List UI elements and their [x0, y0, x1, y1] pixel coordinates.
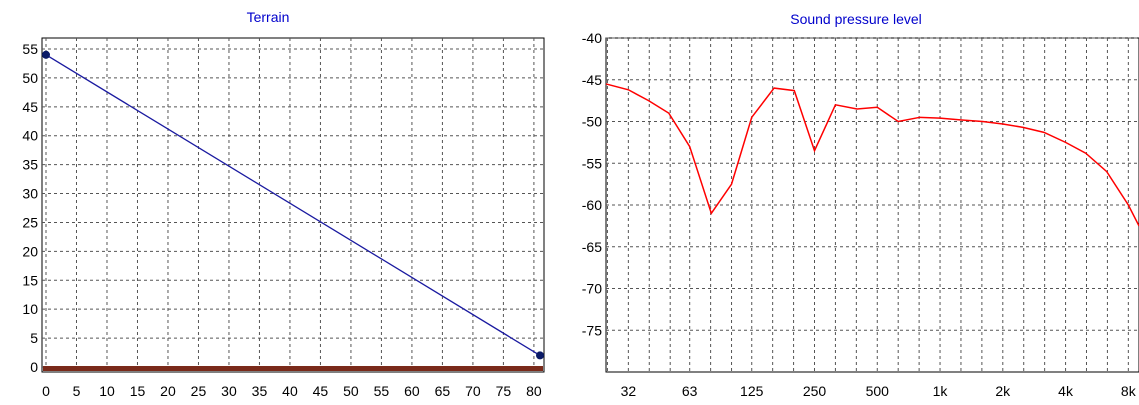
terrain-x-tick-label: 10	[99, 383, 115, 399]
terrain-x-tick-label: 45	[313, 383, 329, 399]
terrain-y-tick-label: 5	[30, 330, 38, 346]
terrain-x-tick-label: 20	[160, 383, 176, 399]
terrain-y-tick-label: 20	[22, 243, 38, 259]
terrain-x-tick-label: 65	[435, 383, 451, 399]
terrain-x-tick-label: 60	[404, 383, 420, 399]
terrain-y-tick-label: 0	[30, 359, 38, 375]
terrain-series-group	[42, 50, 544, 371]
spl-y-tick-label: -50	[582, 114, 602, 130]
terrain-point-marker	[42, 50, 50, 59]
terrain-x-tick-label: 25	[191, 383, 207, 399]
terrain-x-tick-label: 55	[374, 383, 390, 399]
spl-y-tick-label: -65	[582, 239, 602, 255]
spl-x-tick-label: 8k	[1121, 383, 1137, 399]
terrain-chart: Terrain 0 5 10 15 20 25 30 35 40 45 50 55 0 5 10 15 20 2…	[22, 9, 545, 399]
terrain-y-tick-label: 45	[22, 99, 38, 115]
spl-y-tick-label: -40	[582, 30, 602, 46]
terrain-x-tick-label: 5	[73, 383, 81, 399]
spl-x-tick-label: 125	[740, 383, 764, 399]
terrain-x-tick-label: 70	[465, 383, 481, 399]
spl-x-tick-label: 32	[621, 383, 637, 399]
terrain-x-tick-label: 50	[343, 383, 359, 399]
terrain-grid	[42, 38, 544, 372]
terrain-y-tick-label: 55	[22, 41, 38, 57]
terrain-x-tick-label: 0	[42, 383, 50, 399]
terrain-x-tick-label: 15	[130, 383, 146, 399]
terrain-x-tick-label: 35	[252, 383, 268, 399]
terrain-y-tick-label: 25	[22, 214, 38, 230]
spl-title: Sound pressure level	[790, 11, 922, 27]
terrain-point-marker	[536, 351, 544, 360]
spl-level-line	[605, 83, 1139, 227]
spl-series-group	[605, 83, 1139, 227]
terrain-ground-bar	[43, 366, 543, 371]
spl-x-axis: 32 63 125 250 500 1k 2k 4k 8k	[621, 383, 1137, 399]
spl-x-tick-label: 1k	[933, 383, 949, 399]
spl-y-tick-label: -45	[582, 72, 602, 88]
spl-x-tick-label: 250	[803, 383, 827, 399]
terrain-y-tick-label: 15	[22, 272, 38, 288]
spl-x-tick-label: 500	[866, 383, 890, 399]
spl-y-tick-label: -60	[582, 197, 602, 213]
terrain-y-tick-label: 40	[22, 128, 38, 144]
terrain-y-tick-label: 30	[22, 186, 38, 202]
terrain-title: Terrain	[247, 9, 290, 25]
terrain-x-tick-label: 40	[282, 383, 298, 399]
terrain-y-tick-label: 10	[22, 301, 38, 317]
spl-y-tick-label: -70	[582, 281, 602, 297]
terrain-x-tick-label: 75	[496, 383, 512, 399]
terrain-y-tick-label: 50	[22, 70, 38, 86]
spl-x-tick-label: 4k	[1058, 383, 1074, 399]
terrain-x-tick-label: 80	[526, 383, 542, 399]
spl-y-tick-label: -75	[582, 322, 602, 338]
terrain-y-axis: 0 5 10 15 20 25 30 35 40 45 50 55	[22, 41, 38, 375]
spl-y-tick-label: -55	[582, 155, 602, 171]
terrain-y-tick-label: 35	[22, 157, 38, 173]
spl-y-axis: -40 -45 -50 -55 -60 -65 -70 -75	[582, 30, 602, 338]
spl-x-tick-label: 2k	[995, 383, 1011, 399]
spl-grid	[606, 37, 1139, 372]
spl-x-tick-label: 63	[682, 383, 698, 399]
terrain-x-axis: 0 5 10 15 20 25 30 35 40 45 50 55 60 65 70 75 80	[42, 383, 542, 399]
spl-chart: Sound pressure level -40-45-50-55-60-65-…	[582, 11, 1139, 399]
terrain-profile-line	[45, 54, 541, 356]
terrain-x-tick-label: 30	[221, 383, 237, 399]
